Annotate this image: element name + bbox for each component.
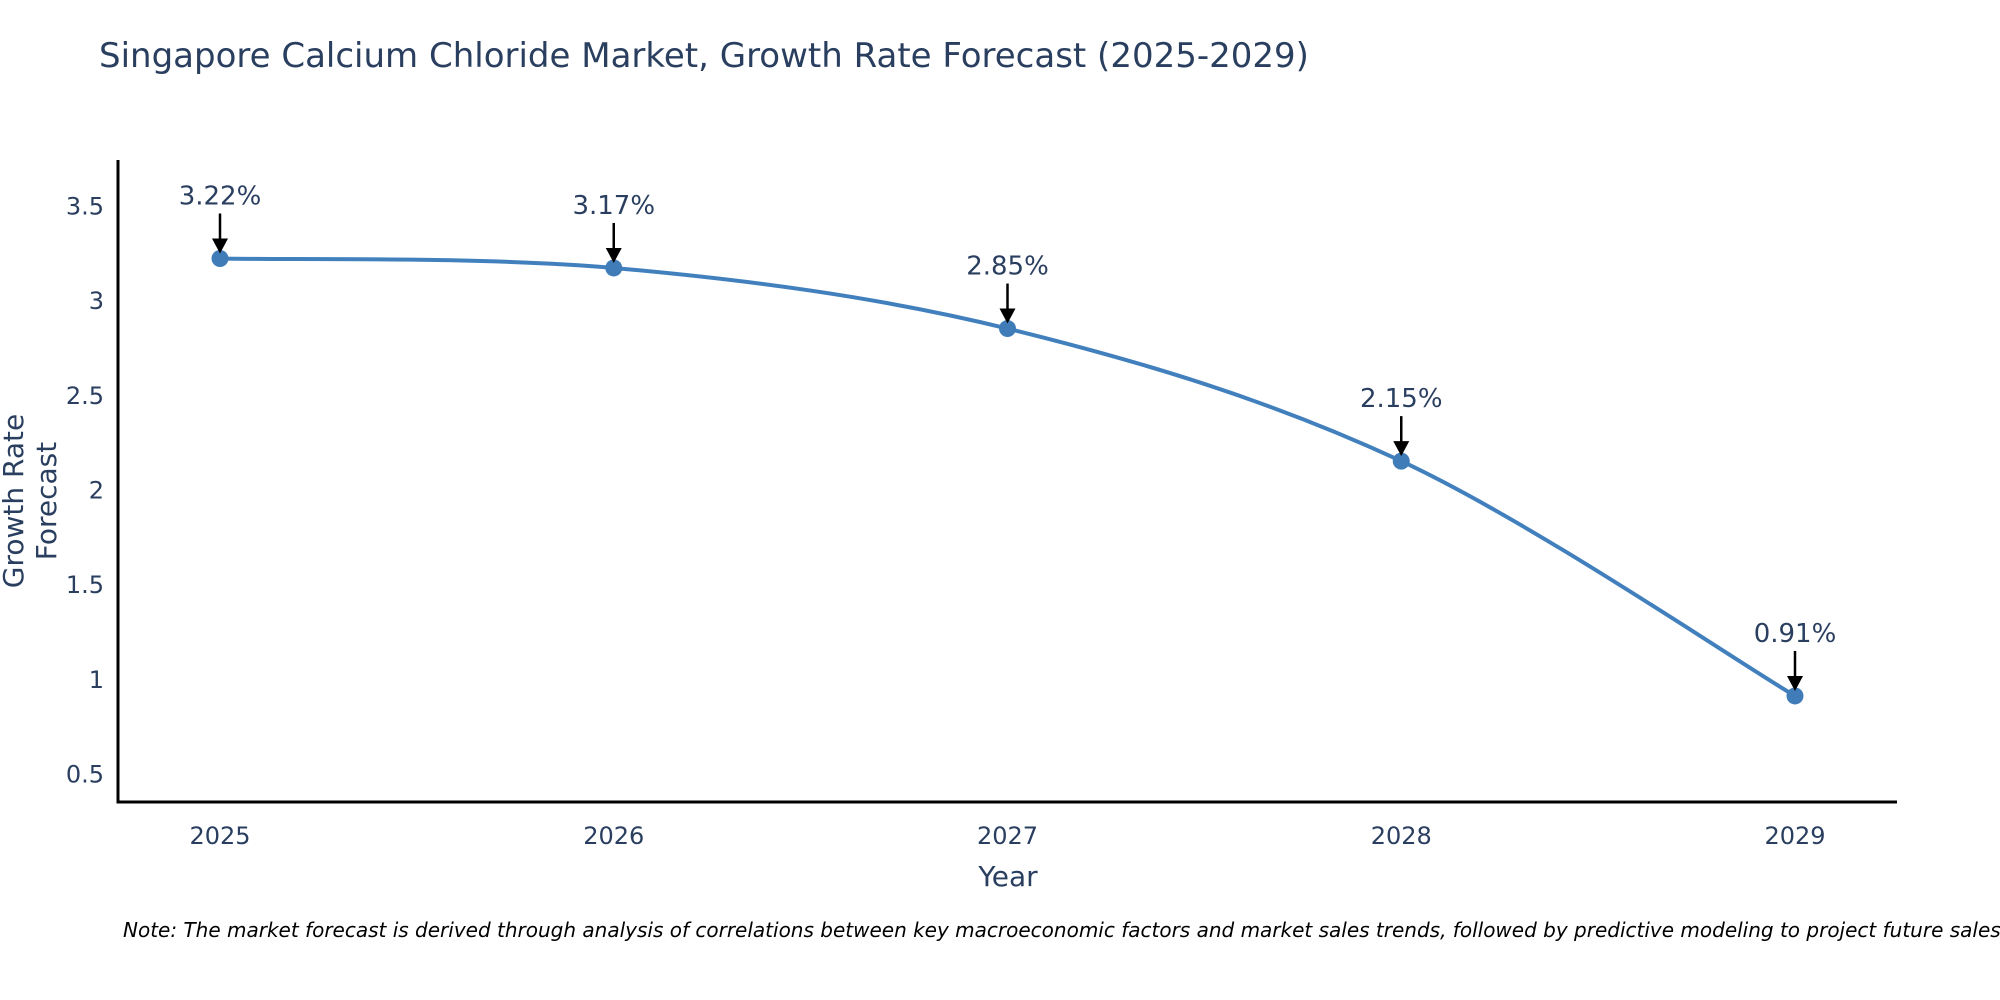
chart-title: Singapore Calcium Chloride Market, Growt… <box>99 36 1309 76</box>
annotation-arrowhead-icon <box>1393 441 1410 457</box>
x-tick-label: 2025 <box>189 822 250 850</box>
data-point-2026[interactable] <box>605 259 623 277</box>
data-point-2025[interactable] <box>211 249 229 267</box>
x-tick-label: 2028 <box>1371 822 1432 850</box>
forecast-line <box>219 256 1797 698</box>
y-tick-label: 3 <box>89 287 104 315</box>
y-axis-title: Growth Rate Forecast <box>0 413 63 589</box>
data-point-label: 0.91% <box>1754 619 1837 649</box>
data-point-label: 3.17% <box>572 191 655 221</box>
y-tick-label: 1 <box>89 666 104 694</box>
annotation-arrowhead-icon <box>999 308 1016 324</box>
data-point-label: 2.15% <box>1360 384 1443 414</box>
x-tick-label: 2026 <box>583 822 644 850</box>
y-tick-label: 2.5 <box>66 382 104 410</box>
y-tick-label: 2 <box>89 477 104 505</box>
x-axis-title: Year <box>978 860 1038 893</box>
data-point-2027[interactable] <box>999 320 1016 338</box>
y-tick-label: 0.5 <box>66 761 104 789</box>
x-tick-label: 2027 <box>977 822 1038 850</box>
data-point-2028[interactable] <box>1392 452 1410 470</box>
data-point-label: 3.22% <box>179 181 262 211</box>
annotation-arrowhead-icon <box>605 247 622 263</box>
footnote: Note: The market forecast is derived thr… <box>123 918 2000 942</box>
data-point-2029[interactable] <box>1786 687 1804 705</box>
data-point-label: 2.85% <box>966 252 1049 282</box>
annotation-arrowhead-icon <box>1787 675 1803 691</box>
y-tick-label: 3.5 <box>66 192 104 220</box>
x-tick-label: 2029 <box>1764 822 1825 850</box>
y-tick-label: 1.5 <box>66 571 104 599</box>
annotation-arrowhead-icon <box>212 238 228 254</box>
